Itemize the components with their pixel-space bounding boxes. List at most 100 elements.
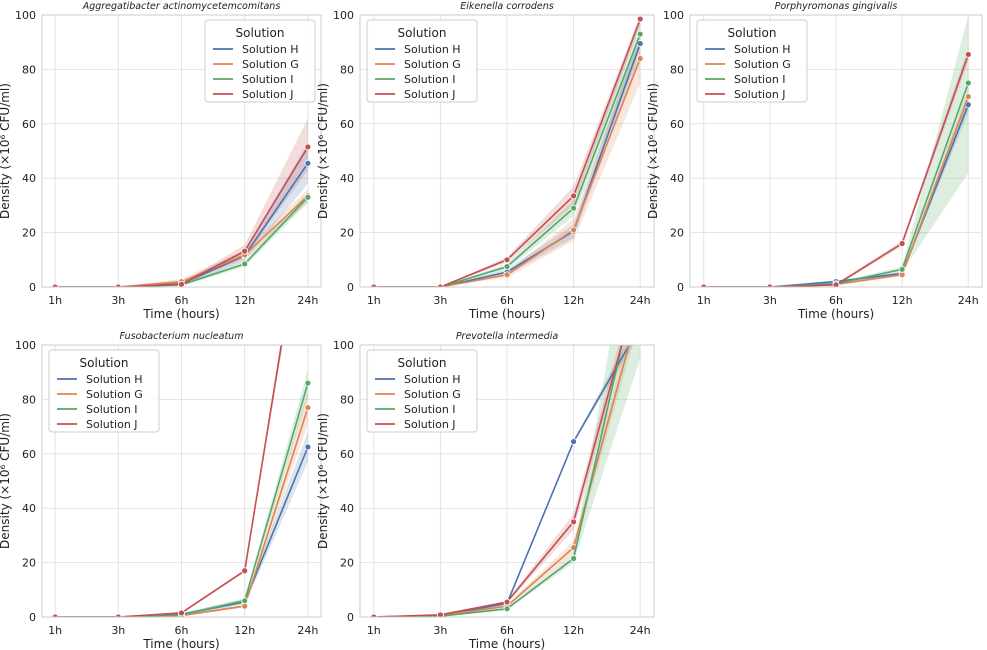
legend-item-label: Solution H bbox=[86, 373, 143, 386]
x-tick-label: 6h bbox=[829, 294, 843, 307]
y-tick-label: 40 bbox=[340, 172, 354, 185]
y-tick-label: 40 bbox=[670, 172, 684, 185]
series-layer bbox=[51, 118, 312, 287]
legend: Solution Solution H Solution G Solution I So… bbox=[48, 349, 160, 433]
y-tick-label: 40 bbox=[340, 502, 354, 515]
y-tick-label: 100 bbox=[333, 9, 354, 22]
legend-item-label: Solution I bbox=[86, 403, 138, 416]
data-point bbox=[570, 226, 577, 234]
y-tick-label: 80 bbox=[340, 393, 354, 406]
x-tick-label: 12h bbox=[234, 624, 255, 637]
legend-item-label: Solution I bbox=[404, 403, 456, 416]
legend: Solution Solution H Solution G Solution I So… bbox=[366, 19, 478, 103]
chart-panel: 0 20 40 60 80 100 1h 3h 6h 12h 24h Time (hours) Dens… bbox=[0, 331, 322, 650]
y-tick-label: 100 bbox=[15, 9, 36, 22]
legend-item-label: Solution J bbox=[242, 88, 294, 101]
data-point bbox=[503, 271, 511, 279]
legend-box bbox=[366, 19, 478, 103]
data-point bbox=[898, 265, 906, 273]
legend-box bbox=[48, 349, 160, 433]
confidence-band bbox=[373, 345, 633, 617]
x-tick-label: 1h bbox=[367, 624, 381, 637]
y-tick-label: 0 bbox=[347, 281, 354, 294]
chart-title: Prevotella intermedia bbox=[456, 331, 559, 342]
data-point bbox=[304, 159, 312, 167]
x-tick-label: 6h bbox=[175, 624, 189, 637]
confidence-band bbox=[373, 36, 641, 287]
legend-item-label: Solution H bbox=[734, 43, 791, 56]
plot-frame bbox=[359, 14, 655, 288]
data-point bbox=[636, 30, 644, 38]
data-point bbox=[304, 404, 312, 411]
y-tick-label: 60 bbox=[22, 448, 36, 461]
data-point bbox=[503, 605, 511, 613]
data-point bbox=[304, 379, 312, 387]
x-axis-label: Time (hours) bbox=[468, 637, 545, 650]
data-point bbox=[304, 443, 312, 451]
y-tick-label: 20 bbox=[670, 227, 684, 240]
legend-box bbox=[204, 19, 316, 103]
data-point bbox=[370, 283, 378, 287]
y-tick-label: 80 bbox=[340, 63, 354, 76]
x-tick-label: 24h bbox=[297, 294, 318, 307]
y-tick-label: 0 bbox=[347, 611, 354, 624]
chart-title: Aggregatibacter actinomycetemcomitans bbox=[82, 1, 281, 12]
x-tick-label: 12h bbox=[892, 294, 913, 307]
y-axis-label: Density (×10⁶ CFU/ml) bbox=[0, 83, 12, 219]
data-point bbox=[437, 283, 444, 287]
chart-panel: 0 20 40 60 80 100 1h 3h 6h 12h 24h Time (hours) Dens… bbox=[0, 1, 322, 321]
data-point bbox=[570, 204, 577, 212]
y-tick-label: 100 bbox=[333, 339, 354, 352]
y-tick-label: 60 bbox=[670, 118, 684, 131]
x-tick-label: 6h bbox=[500, 624, 514, 637]
data-point bbox=[241, 567, 249, 575]
legend-box bbox=[696, 19, 808, 103]
y-tick-label: 20 bbox=[340, 227, 354, 240]
y-tick-label: 80 bbox=[22, 63, 36, 76]
data-point bbox=[241, 260, 249, 268]
y-axis-label: Density (×10⁶ CFU/ml) bbox=[646, 83, 660, 219]
x-tick-label: 6h bbox=[500, 294, 514, 307]
x-tick-label: 12h bbox=[563, 294, 584, 307]
y-tick-label: 0 bbox=[29, 281, 36, 294]
data-point bbox=[51, 613, 59, 617]
data-point bbox=[898, 240, 906, 247]
y-tick-label: 80 bbox=[22, 393, 36, 406]
data-point bbox=[114, 283, 122, 287]
x-axis-label: Time (hours) bbox=[797, 307, 874, 321]
y-axis-label: Density (×10⁶ CFU/ml) bbox=[316, 413, 330, 549]
x-axis-label: Time (hours) bbox=[468, 307, 545, 321]
chart-title: Fusobacterium nucleatum bbox=[120, 331, 244, 342]
data-point bbox=[570, 518, 577, 526]
y-tick-label: 100 bbox=[663, 9, 684, 22]
legend-item-label: Solution H bbox=[404, 43, 461, 56]
legend-item-label: Solution J bbox=[404, 418, 456, 431]
legend-title: Solution bbox=[236, 26, 285, 40]
data-point bbox=[570, 192, 577, 200]
plot-frame bbox=[689, 14, 983, 288]
x-tick-label: 1h bbox=[697, 294, 711, 307]
data-point bbox=[636, 55, 644, 62]
data-point bbox=[114, 613, 122, 617]
y-tick-label: 60 bbox=[340, 448, 354, 461]
data-point bbox=[570, 438, 577, 445]
y-tick-label: 40 bbox=[22, 172, 36, 185]
x-axis-label: Time (hours) bbox=[142, 637, 219, 650]
data-point bbox=[437, 611, 444, 617]
legend-box bbox=[366, 349, 478, 433]
legend: Solution Solution H Solution G Solution I So… bbox=[204, 19, 316, 103]
chart-panel: 0 20 40 60 80 100 1h 3h 6h 12h 24h Time (hours) Dens… bbox=[316, 1, 655, 321]
legend-title: Solution bbox=[398, 26, 447, 40]
data-point bbox=[241, 597, 249, 605]
series-layer bbox=[370, 15, 644, 287]
y-tick-label: 20 bbox=[340, 557, 354, 570]
x-tick-label: 12h bbox=[563, 624, 584, 637]
y-tick-label: 100 bbox=[15, 339, 36, 352]
data-point bbox=[503, 263, 511, 271]
data-point bbox=[832, 281, 840, 287]
chart-title: Eikenella corrodens bbox=[460, 1, 554, 12]
legend-title: Solution bbox=[80, 356, 129, 370]
legend-item-label: Solution J bbox=[86, 418, 138, 431]
legend: Solution Solution H Solution G Solution I So… bbox=[366, 349, 478, 433]
series-layer bbox=[370, 345, 641, 617]
